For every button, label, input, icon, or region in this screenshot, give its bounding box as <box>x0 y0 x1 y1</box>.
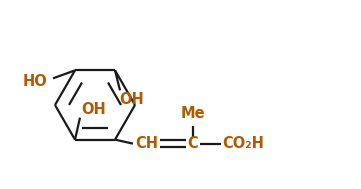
Text: CH: CH <box>135 136 158 151</box>
Text: C: C <box>188 136 199 151</box>
Text: CO₂H: CO₂H <box>222 136 264 151</box>
Text: OH: OH <box>82 102 106 117</box>
Text: HO: HO <box>23 74 47 89</box>
Text: OH: OH <box>119 92 144 107</box>
Text: Me: Me <box>181 106 205 121</box>
